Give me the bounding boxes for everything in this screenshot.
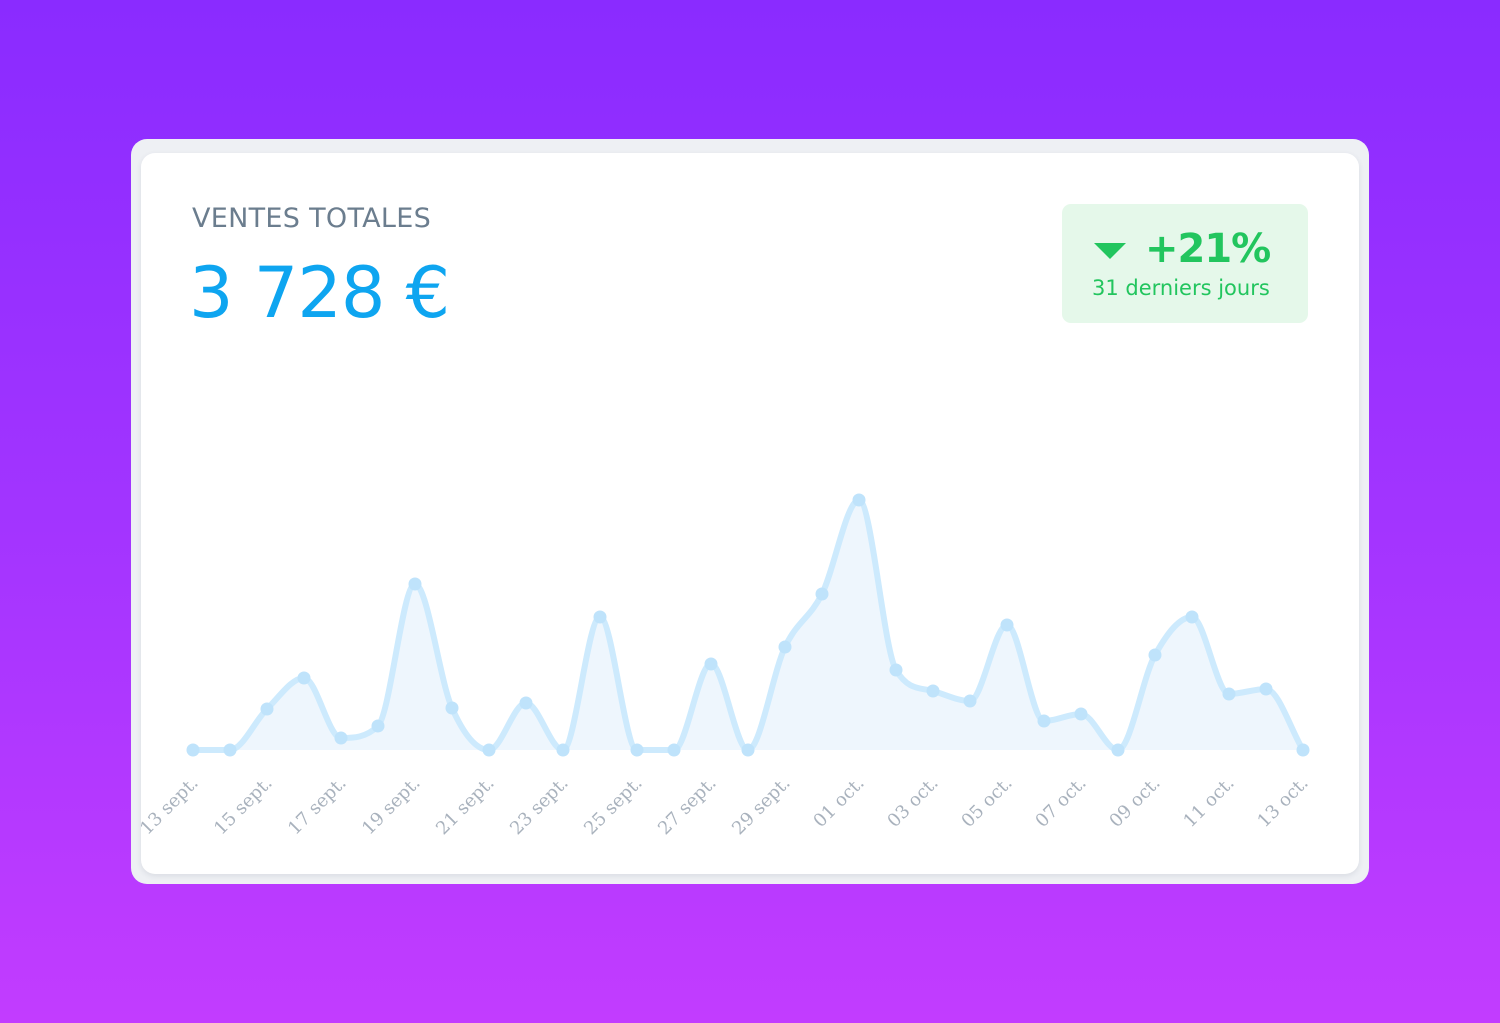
data-point[interactable] <box>778 640 792 654</box>
x-tick-label: 05 oct. <box>957 773 1016 832</box>
data-point[interactable] <box>371 719 385 733</box>
sales-area-chart: 13 sept. 15 sept. 17 sept. 19 sept. 21 sept.… <box>141 493 1313 839</box>
data-point[interactable] <box>1185 610 1199 624</box>
x-tick-label: 29 sept. <box>728 773 794 839</box>
data-point[interactable] <box>1222 687 1236 701</box>
data-point[interactable] <box>186 743 200 757</box>
total-sales-value: 3 728 € <box>189 252 450 334</box>
sales-series-line <box>190 497 1306 754</box>
sales-card-frame: VENTES TOTALES 3 728 € +21% 31 derniers … <box>131 139 1369 884</box>
data-point[interactable] <box>815 587 829 601</box>
x-tick-label: 09 oct. <box>1105 773 1164 832</box>
sales-card: VENTES TOTALES 3 728 € +21% 31 derniers … <box>141 153 1359 874</box>
data-point[interactable] <box>889 663 903 677</box>
x-tick-label: 17 sept. <box>284 773 350 839</box>
data-point[interactable] <box>334 731 348 745</box>
x-tick-label: 21 sept. <box>432 773 498 839</box>
data-point[interactable] <box>1074 707 1088 721</box>
sales-area-fill <box>193 500 1303 750</box>
x-tick-label: 25 sept. <box>580 773 646 839</box>
data-point[interactable] <box>1037 714 1051 728</box>
x-tick-label: 13 oct. <box>1253 773 1312 832</box>
data-point[interactable] <box>1148 648 1162 662</box>
data-point[interactable] <box>741 743 755 757</box>
x-tick-label: 23 sept. <box>506 773 572 839</box>
x-tick-label: 03 oct. <box>883 773 942 832</box>
x-tick-label: 01 oct. <box>809 773 868 832</box>
x-tick-label: 13 sept. <box>141 773 203 839</box>
data-point[interactable] <box>926 684 940 698</box>
data-point[interactable] <box>963 694 977 708</box>
data-point[interactable] <box>223 743 237 757</box>
data-point[interactable] <box>1259 682 1273 696</box>
change-period: 31 derniers jours <box>1092 276 1270 300</box>
x-tick-label: 11 oct. <box>1179 773 1238 832</box>
change-percentage: +21% <box>1145 226 1271 272</box>
data-point[interactable] <box>630 743 644 757</box>
triangle-down-icon <box>1094 243 1126 259</box>
data-point[interactable] <box>482 743 496 757</box>
data-point[interactable] <box>408 577 422 591</box>
data-point[interactable] <box>593 610 607 624</box>
data-point[interactable] <box>1296 743 1310 757</box>
data-point[interactable] <box>1000 618 1014 632</box>
data-point[interactable] <box>260 702 274 716</box>
data-point[interactable] <box>1111 743 1125 757</box>
data-point[interactable] <box>667 743 681 757</box>
data-point[interactable] <box>445 701 459 715</box>
data-point[interactable] <box>297 671 311 685</box>
data-point[interactable] <box>556 743 570 757</box>
data-point[interactable] <box>852 493 866 507</box>
change-badge: +21% 31 derniers jours <box>1062 204 1308 323</box>
data-point[interactable] <box>704 657 718 671</box>
x-tick-label: 07 oct. <box>1031 773 1090 832</box>
x-tick-label: 27 sept. <box>654 773 720 839</box>
card-title: VENTES TOTALES <box>192 203 432 234</box>
data-point[interactable] <box>519 696 533 710</box>
x-tick-label: 19 sept. <box>358 773 424 839</box>
x-tick-label: 15 sept. <box>210 773 276 839</box>
